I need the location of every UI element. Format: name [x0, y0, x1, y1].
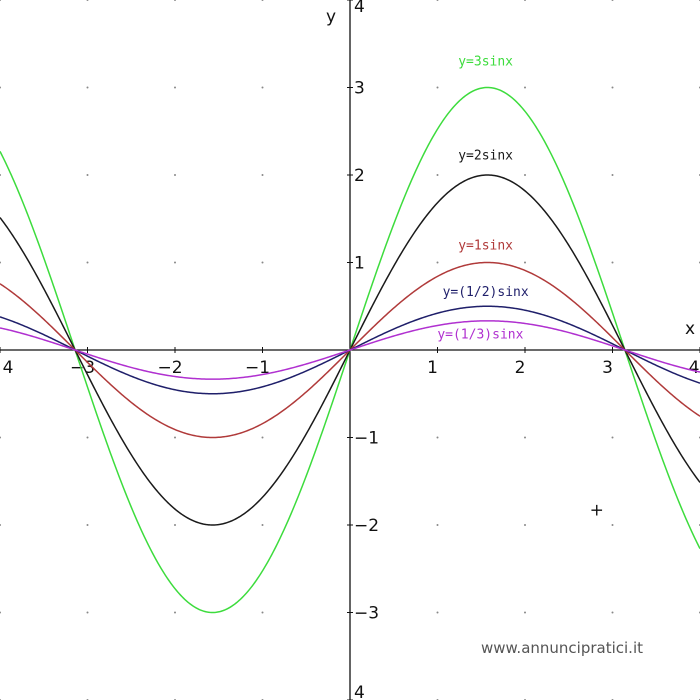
grid-dot	[524, 611, 526, 614]
y-tick-label: −3	[354, 604, 379, 624]
grid-dot	[86, 86, 89, 89]
grid-dot	[261, 524, 264, 526]
grid-dot	[611, 611, 614, 614]
grid-dot	[524, 436, 526, 439]
grid-dot	[261, 261, 264, 264]
grid-dot	[261, 86, 264, 89]
grid-dot	[86, 436, 89, 439]
series-label: y=1sinx	[458, 238, 513, 253]
grid-dot	[611, 524, 614, 526]
grid-dot	[611, 436, 614, 439]
series-label: y=(1/3)sinx	[437, 328, 523, 343]
x-tick-label: 3	[602, 358, 613, 378]
grid-dot	[436, 174, 439, 176]
series-labels: y=3sinx y=2sinx y=1sinx y=(1/2)sinx y=(1/3)s…	[437, 55, 529, 343]
grid-dot	[0, 436, 1, 439]
series-label: y=3sinx	[458, 55, 513, 70]
y-tick-label: 4	[354, 683, 365, 700]
grid-dot	[611, 261, 614, 264]
grid-dot	[174, 0, 176, 1]
grid-dot	[524, 261, 526, 264]
grid-dot	[0, 524, 1, 526]
y-tick-label: 1	[354, 254, 365, 274]
plus-marker: +	[590, 500, 604, 520]
grid-dot	[261, 174, 264, 176]
y-tick-label: −1	[354, 429, 379, 449]
x-tick-label: 4	[3, 358, 14, 378]
grid-dot	[436, 436, 439, 439]
x-tick-label: 2	[515, 358, 526, 378]
grid-dot	[436, 0, 439, 1]
grid-dot	[0, 174, 1, 176]
grid-dot	[86, 611, 89, 614]
grid-dot	[524, 524, 526, 526]
x-axis-label: x	[685, 319, 695, 339]
grid-dot	[524, 86, 526, 89]
grid-dot	[611, 174, 614, 176]
y-tick-label: 2	[354, 166, 365, 186]
grid-dot	[86, 0, 89, 1]
grid-dot	[261, 0, 264, 1]
grid-dot	[524, 0, 526, 1]
grid-dot	[174, 86, 176, 89]
grid-dot	[0, 0, 1, 1]
x-tick-label: −3	[70, 358, 95, 378]
grid-dot	[436, 611, 439, 614]
x-tick-label: 4	[689, 358, 700, 378]
grid-dot	[611, 0, 614, 1]
grid-dot	[0, 261, 1, 264]
grid-dot	[524, 174, 526, 176]
grid-dot	[261, 611, 264, 614]
grid-dot	[86, 174, 89, 176]
y-tick-label: 4	[354, 0, 365, 17]
x-tick-label: −1	[245, 358, 270, 378]
y-tick-label: 3	[354, 79, 365, 99]
grid-dot	[174, 611, 176, 614]
grid-dot	[611, 86, 614, 89]
series-label: y=2sinx	[458, 148, 513, 163]
y-axis-label: y	[326, 7, 336, 27]
grid-dot	[0, 86, 1, 89]
x-tick-label: 1	[427, 358, 438, 378]
grid-dot	[174, 174, 176, 176]
x-tick-label: −2	[157, 358, 182, 378]
y-tick-label: −2	[354, 516, 379, 536]
grid-dot	[86, 261, 89, 264]
series-line	[0, 320, 700, 380]
grid-dot	[174, 524, 176, 526]
grid-dot	[436, 524, 439, 526]
series-label: y=(1/2)sinx	[443, 285, 529, 300]
grid-dot	[261, 436, 264, 439]
grid-dot	[0, 611, 1, 614]
grid-dot	[86, 524, 89, 526]
grid-dot	[174, 436, 176, 439]
grid-dot	[174, 261, 176, 264]
curves	[0, 86, 700, 614]
grid-dot	[436, 261, 439, 264]
watermark-text: www.annuncipratici.it	[481, 639, 643, 657]
grid-dot	[436, 86, 439, 89]
